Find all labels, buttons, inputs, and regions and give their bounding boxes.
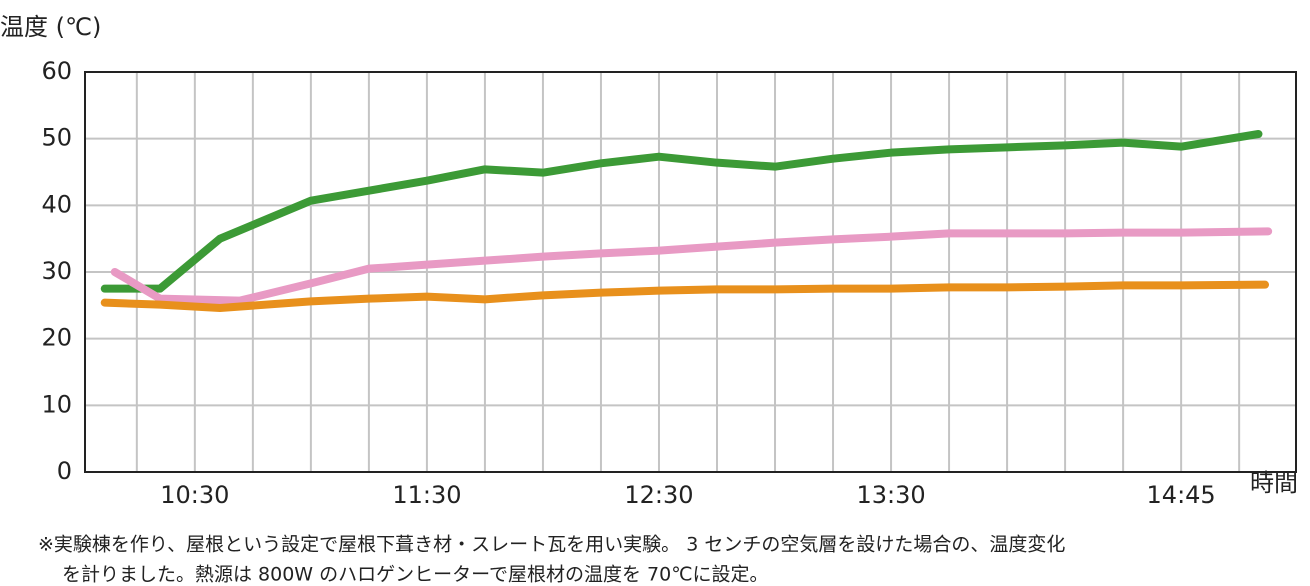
footnote: ※実験棟を作り、屋根という設定で屋根下葺き材・スレート瓦を用い実験。 3 センチ… <box>38 534 1065 556</box>
y-tick-label: 20 <box>41 324 72 352</box>
y-tick-label: 10 <box>41 390 72 418</box>
x-tick-label: 11:30 <box>392 481 461 509</box>
x-tick-label: 10:30 <box>160 481 229 509</box>
y-tick-label: 50 <box>41 124 72 152</box>
x-tick-label: 14:45 <box>1147 481 1216 509</box>
y-tick-label: 60 <box>41 57 72 85</box>
y-tick-label: 40 <box>41 190 72 218</box>
x-tick-label: 13:30 <box>856 481 925 509</box>
footnote: を計りました。熱源は 800W のハロゲンヒーターで屋根材の温度を 70℃に設定… <box>62 564 769 586</box>
series-line <box>100 280 1270 312</box>
x-tick-label: 12:30 <box>624 481 693 509</box>
y-tick-label: 0 <box>57 457 72 485</box>
y-tick-label: 30 <box>41 257 72 285</box>
plot-frame <box>84 71 1297 473</box>
series-line <box>100 130 1263 293</box>
x-axis-label: 時間 <box>1250 469 1298 497</box>
y-axis-label: 温度 (℃) <box>0 13 101 41</box>
series-line <box>110 227 1273 305</box>
